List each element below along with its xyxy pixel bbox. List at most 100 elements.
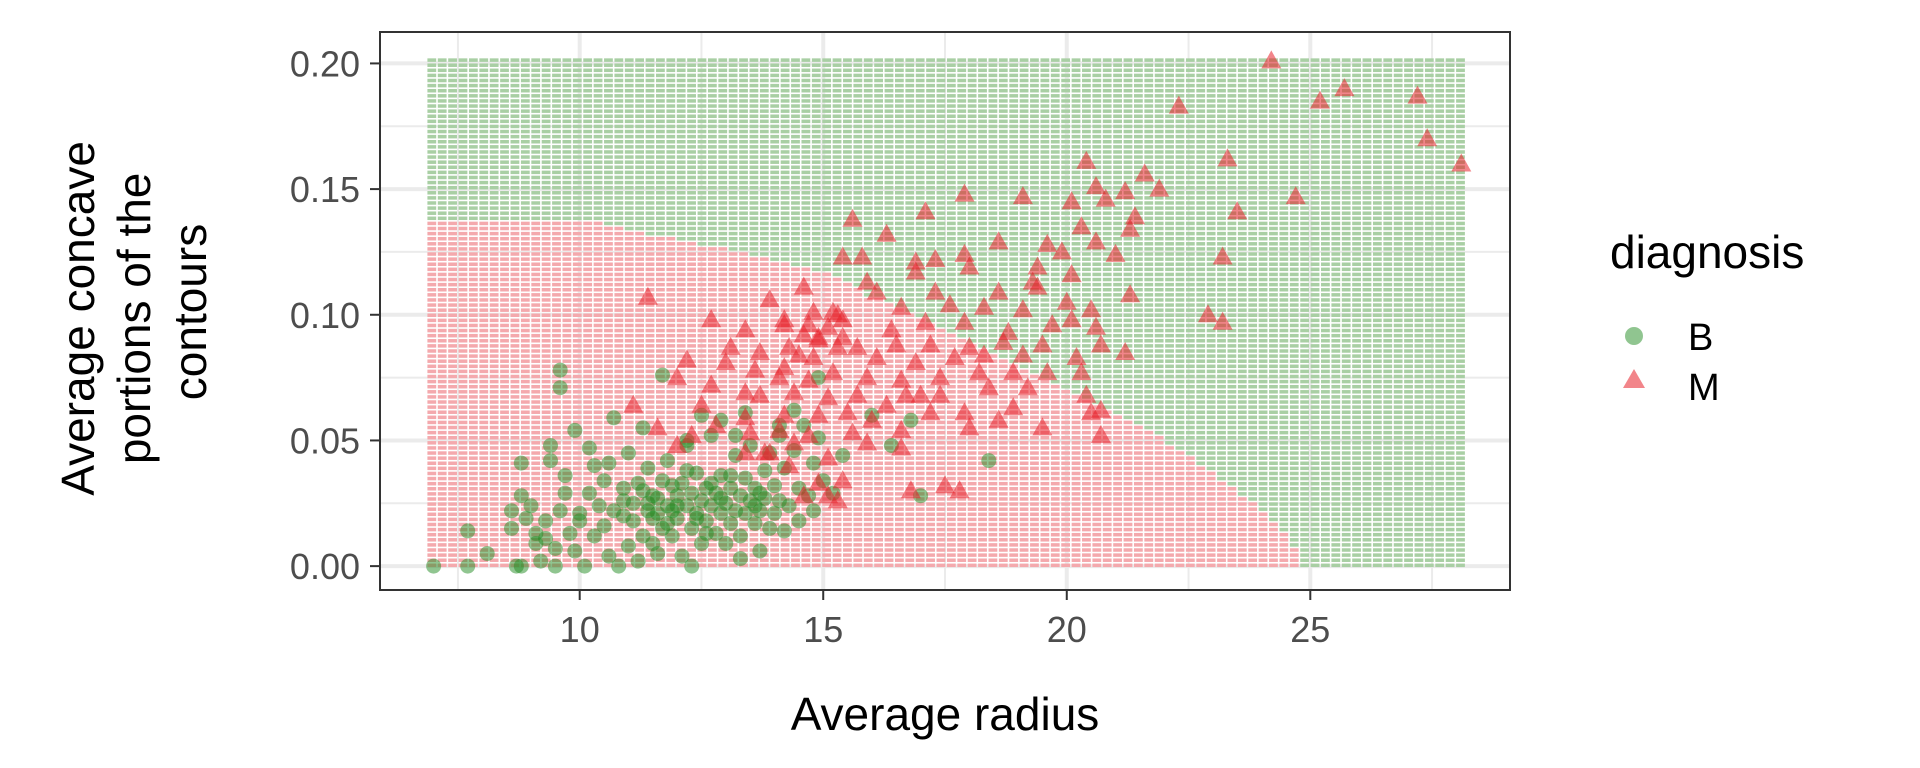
region-tile-M (510, 323, 520, 328)
region-tile-M (936, 522, 946, 527)
region-tile-M (915, 420, 925, 425)
region-tile-B (645, 221, 655, 226)
region-tile-B (843, 119, 852, 124)
region-tile-M (739, 308, 748, 312)
region-tile-M (791, 379, 800, 384)
region-tile-B (884, 185, 894, 190)
region-tile-M (500, 410, 509, 414)
region-tile-B (926, 73, 935, 78)
region-tile-B (437, 155, 447, 159)
region-tile-B (884, 293, 894, 297)
region-tile-B (624, 119, 634, 124)
region-tile-M (718, 379, 728, 384)
region-tile-M (770, 277, 780, 282)
region-tile-M (572, 288, 582, 292)
region-tile-B (614, 99, 624, 103)
region-tile-M (489, 369, 499, 374)
region-tile-B (884, 88, 894, 93)
region-tile-M (604, 288, 613, 292)
region-tile-M (822, 349, 832, 353)
region-tile-B (707, 201, 717, 205)
region-tile-M (832, 405, 842, 409)
region-tile-B (915, 277, 925, 282)
region-tile-M (749, 410, 759, 414)
region-tile-B (593, 196, 603, 200)
region-tile-M (468, 400, 478, 404)
region-tile-B (604, 206, 613, 210)
region-tile-B (656, 134, 665, 139)
region-tile-B (583, 150, 593, 154)
region-tile-M (437, 476, 447, 481)
region-tile-M (541, 349, 551, 353)
region-tile-M (479, 476, 489, 481)
region-tile-M (520, 400, 530, 404)
region-tile-B (520, 119, 530, 124)
region-tile-B (687, 140, 696, 144)
region-tile-M (739, 318, 748, 323)
region-tile-M (884, 461, 894, 466)
region-tile-B (811, 109, 821, 113)
region-tile-B (707, 73, 717, 78)
region-tile-B (759, 140, 769, 144)
region-tile-B (770, 114, 780, 118)
region-tile-B (770, 211, 780, 215)
region-tile-B (749, 150, 759, 154)
region-tile-B (926, 247, 935, 251)
region-tile-M (666, 466, 676, 471)
region-tile-B (791, 73, 800, 78)
region-tile-B (894, 99, 904, 103)
region-tile-B (707, 221, 717, 226)
region-tile-M (915, 354, 925, 358)
region-tile-M (531, 522, 541, 527)
region-tile-M (541, 323, 551, 328)
region-tile-B (510, 185, 520, 190)
region-tile-M (593, 400, 603, 404)
region-tile-M (468, 318, 478, 323)
region-tile-B (531, 180, 541, 185)
region-tile-M (510, 303, 520, 307)
region-tile-M (624, 236, 634, 241)
region-tile-B (697, 211, 707, 215)
region-tile-B (656, 216, 665, 221)
region-tile-M (749, 405, 759, 409)
region-tile-M (489, 415, 499, 420)
region-tile-B (437, 211, 447, 215)
region-tile-M (552, 471, 561, 476)
region-tile-B (770, 185, 780, 190)
region-tile-B (676, 221, 686, 226)
region-tile-B (863, 267, 873, 272)
region-tile-M (936, 415, 946, 420)
region-tile-B (458, 104, 468, 108)
region-tile-B (894, 160, 904, 164)
region-tile-M (572, 242, 582, 246)
region-tile-M (832, 425, 842, 430)
region-tile-M (687, 277, 696, 282)
region-tile-B (801, 201, 811, 205)
region-tile-M (791, 532, 800, 537)
region-tile-B (427, 185, 437, 190)
region-tile-M (707, 247, 717, 251)
region-tile-M (624, 471, 634, 476)
region-tile-M (583, 476, 593, 481)
region-tile-M (520, 471, 530, 476)
region-tile-M (863, 466, 873, 471)
region-tile-M (780, 492, 790, 496)
region-tile-B (832, 68, 842, 73)
region-tile-M (448, 563, 457, 568)
region-tile-B (749, 185, 759, 190)
region-tile-M (697, 425, 707, 430)
region-tile-M (718, 395, 728, 399)
region-tile-M (645, 257, 655, 261)
region-tile-M (656, 247, 665, 251)
region-tile-B (520, 160, 530, 164)
region-tile-B (531, 165, 541, 170)
region-tile-M (468, 430, 478, 435)
region-tile-B (739, 165, 748, 170)
region-tile-M (780, 517, 790, 522)
region-tile-M (749, 532, 759, 537)
region-tile-B (863, 165, 873, 170)
region-tile-M (604, 349, 613, 353)
region-tile-M (853, 451, 863, 455)
region-tile-B (635, 170, 645, 175)
region-tile-B (500, 206, 509, 210)
